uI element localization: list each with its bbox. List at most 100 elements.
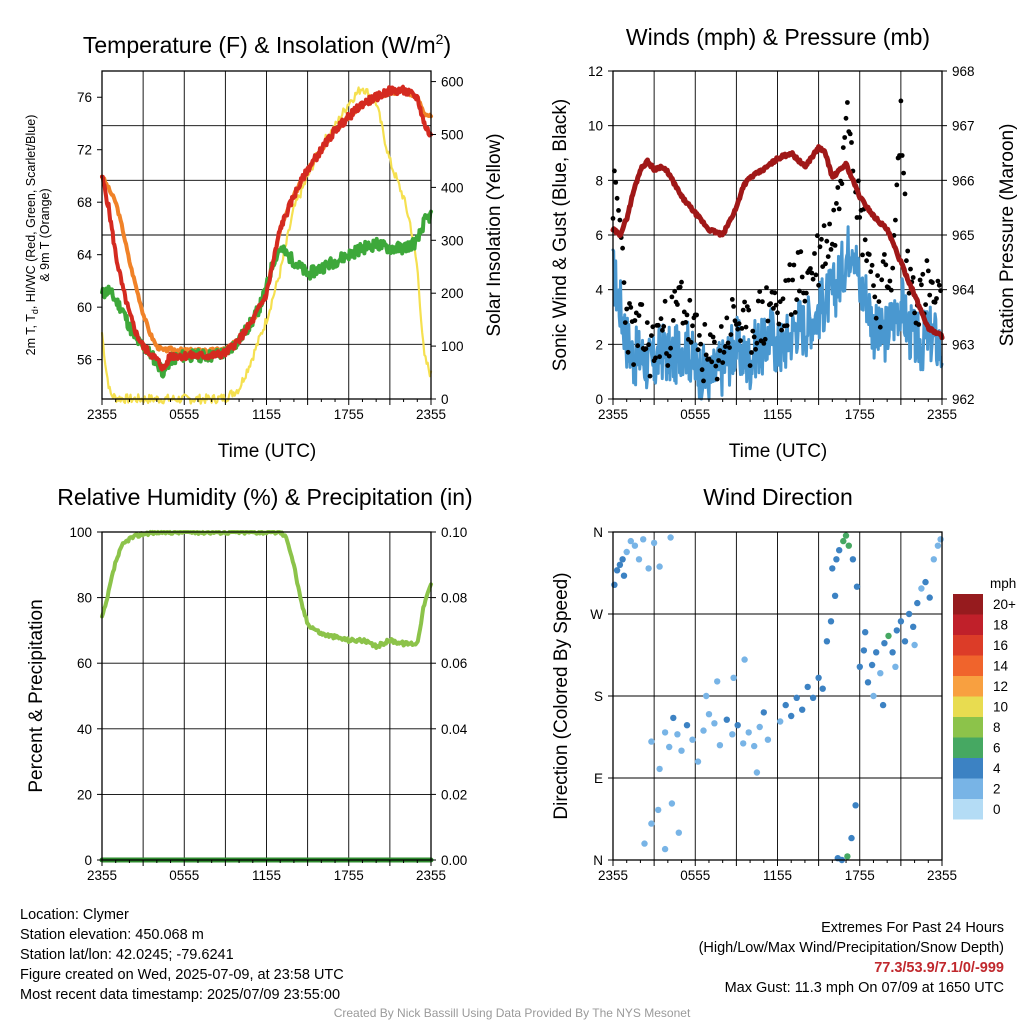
y-tick-label-right: 0.00 — [441, 853, 467, 868]
gust-point — [662, 298, 668, 304]
direction-point — [930, 556, 937, 563]
figure-created: Figure created on Wed, 2025-07-09, at 23… — [20, 967, 344, 983]
temperature-panel-title: Temperature (F) & Insolation (W/m2) — [83, 31, 451, 58]
gust-point — [868, 269, 874, 275]
y-tick-label-left: 0 — [84, 853, 92, 868]
latest-timestamp: Most recent data timestamp: 2025/07/09 2… — [20, 987, 341, 1003]
winds-axis-ticks: 2355 0555 1155 1755 235502468101296296396496… — [588, 64, 975, 422]
gust-point — [871, 283, 876, 288]
gust-point — [622, 320, 628, 325]
y-tick-label-left: E — [594, 771, 603, 786]
credit-line: Created By Nick Bassill Using Data Provi… — [333, 1006, 691, 1020]
colorbar-label: 18 — [993, 618, 1008, 633]
gust-point — [790, 277, 795, 283]
gust-point — [828, 247, 834, 252]
direction-point — [656, 765, 663, 773]
gust-point — [723, 344, 728, 349]
x-tick-label: 2355 — [598, 407, 628, 422]
gust-point — [901, 170, 906, 176]
colorbar-swatch — [953, 778, 983, 799]
direction-point — [819, 685, 826, 692]
gust-point — [917, 277, 923, 283]
direction-point — [753, 769, 761, 776]
direction-point — [829, 565, 836, 572]
gust-point — [823, 261, 828, 267]
gust-point — [932, 299, 938, 305]
gust-point — [764, 285, 769, 290]
gust-point — [751, 334, 757, 340]
gust-point — [877, 324, 883, 330]
temp-2m-line — [100, 84, 433, 372]
y-tick-label-right: 962 — [952, 392, 975, 407]
gust-point — [817, 244, 823, 250]
gust-point — [683, 320, 689, 325]
direction-point — [760, 709, 767, 716]
gust-point — [627, 301, 632, 306]
gust-point — [784, 323, 790, 328]
gust-point — [772, 290, 778, 296]
gust-point — [919, 282, 924, 288]
gust-point — [666, 353, 672, 359]
direction-point — [729, 731, 736, 738]
gust-point — [736, 321, 742, 326]
gust-point — [824, 238, 830, 244]
direction-point — [730, 674, 737, 681]
gust-point — [887, 278, 893, 284]
extremes-title: Extremes For Past 24 Hours — [821, 920, 1004, 936]
gust-point — [710, 334, 716, 340]
x-tick-label: 1155 — [763, 868, 792, 883]
gust-point — [712, 339, 717, 345]
gust-point — [888, 287, 894, 293]
direction-point — [788, 712, 795, 720]
direction-point — [840, 537, 847, 545]
direction-point — [848, 834, 855, 842]
gust-point — [788, 312, 794, 317]
direction-point — [860, 647, 868, 654]
winds-x-axis-label: Time (UTC) — [729, 441, 828, 462]
direction-point — [678, 747, 685, 754]
gust-point — [620, 245, 625, 251]
direction-point — [689, 736, 696, 743]
gust-point — [668, 345, 673, 351]
gust-point — [684, 312, 690, 318]
y-tick-label-left: 80 — [77, 591, 92, 606]
wind-direction-grid — [613, 532, 942, 860]
y-tick-label-left: 64 — [77, 248, 93, 263]
gust-point — [628, 305, 634, 310]
direction-point — [893, 627, 900, 634]
gust-point — [714, 376, 720, 382]
gust-point — [876, 299, 882, 304]
direction-point — [922, 578, 929, 586]
gust-point — [657, 354, 662, 360]
gust-point — [836, 206, 842, 212]
gust-point — [809, 270, 815, 276]
y-tick-label-left: 10 — [588, 119, 603, 134]
y-tick-label-left: 2 — [595, 337, 603, 352]
colorbar-label: 14 — [993, 659, 1009, 674]
speed-colorbar: 20+ 18 16 14 12 10 8 6 4 2 0 — [953, 594, 1016, 820]
gust-point — [898, 98, 904, 104]
x-tick-label: 1155 — [763, 407, 792, 422]
direction-point — [764, 736, 772, 743]
gust-point — [687, 297, 693, 303]
gust-point — [802, 298, 808, 304]
x-tick-label: 2355 — [416, 868, 446, 883]
direction-point — [611, 581, 618, 588]
gust-point — [845, 100, 850, 105]
direction-point — [827, 618, 835, 625]
extremes-box: Extremes For Past 24 Hours (High/Low/Max… — [699, 918, 1004, 998]
gust-point — [936, 282, 942, 288]
y-tick-label-left: S — [594, 689, 603, 704]
gust-point — [717, 348, 723, 353]
direction-point — [905, 610, 913, 618]
gust-point — [905, 248, 911, 254]
gust-point — [812, 251, 817, 256]
y-tick-label-left: N — [593, 525, 603, 540]
y-tick-label-left: 68 — [77, 195, 92, 210]
y-tick-label-right: 968 — [952, 64, 975, 79]
gust-point — [677, 284, 683, 290]
gust-point — [904, 258, 909, 264]
gust-point — [814, 233, 820, 239]
direction-point — [650, 539, 658, 547]
direction-point — [856, 663, 863, 670]
